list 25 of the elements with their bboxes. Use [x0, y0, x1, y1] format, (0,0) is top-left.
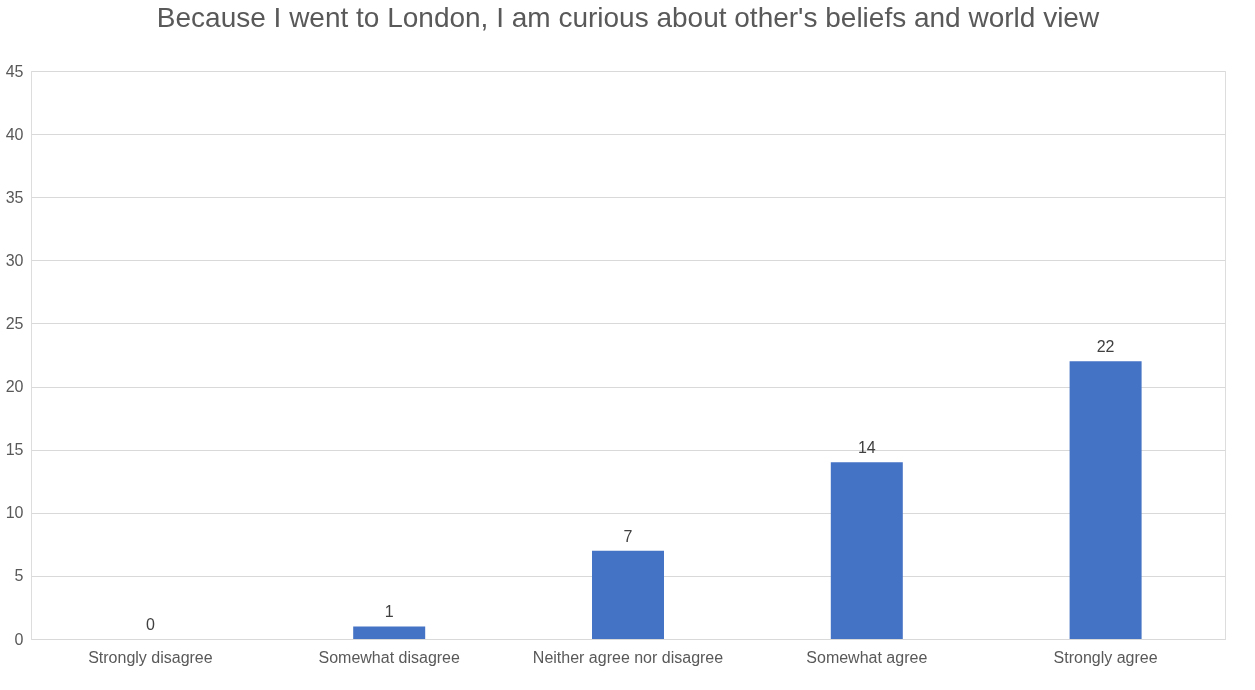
y-tick-label: 0	[14, 630, 24, 648]
data-label: 0	[145, 616, 155, 633]
y-tick-label: 15	[5, 441, 24, 459]
y-tick-label: 35	[5, 188, 24, 206]
x-tick-label: Strongly disagree	[88, 648, 213, 666]
data-label: 14	[857, 439, 876, 457]
y-tick-label: 30	[5, 251, 24, 269]
data-label: 7	[623, 527, 633, 545]
data-label: 1	[384, 603, 394, 621]
x-tick-label: Somewhat agree	[806, 648, 928, 666]
x-tick-label: Strongly agree	[1053, 648, 1158, 666]
bar	[353, 626, 426, 639]
y-tick-label: 45	[5, 62, 24, 80]
bar	[592, 550, 664, 639]
y-tick-label: 20	[5, 378, 24, 396]
x-tick-label: Neither agree nor disagree	[532, 648, 724, 666]
data-label: 22	[1096, 338, 1115, 356]
y-tick-label: 10	[5, 504, 24, 522]
bar	[830, 462, 903, 639]
y-tick-label: 40	[5, 125, 24, 143]
y-tick-label: 25	[5, 314, 24, 332]
x-tick-label: Somewhat disagree	[318, 648, 460, 666]
bar	[1069, 361, 1142, 639]
y-tick-label: 5	[14, 567, 24, 585]
chart-title: Because I went to London, I am curious about other's beliefs and world view	[156, 2, 1100, 33]
